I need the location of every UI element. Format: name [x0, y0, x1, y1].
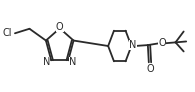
Text: O: O [158, 38, 166, 48]
Text: O: O [147, 64, 155, 74]
Text: Cl: Cl [3, 28, 12, 38]
Text: N: N [69, 57, 77, 67]
Text: N: N [43, 57, 50, 67]
Text: O: O [56, 22, 64, 32]
Text: N: N [129, 40, 137, 50]
